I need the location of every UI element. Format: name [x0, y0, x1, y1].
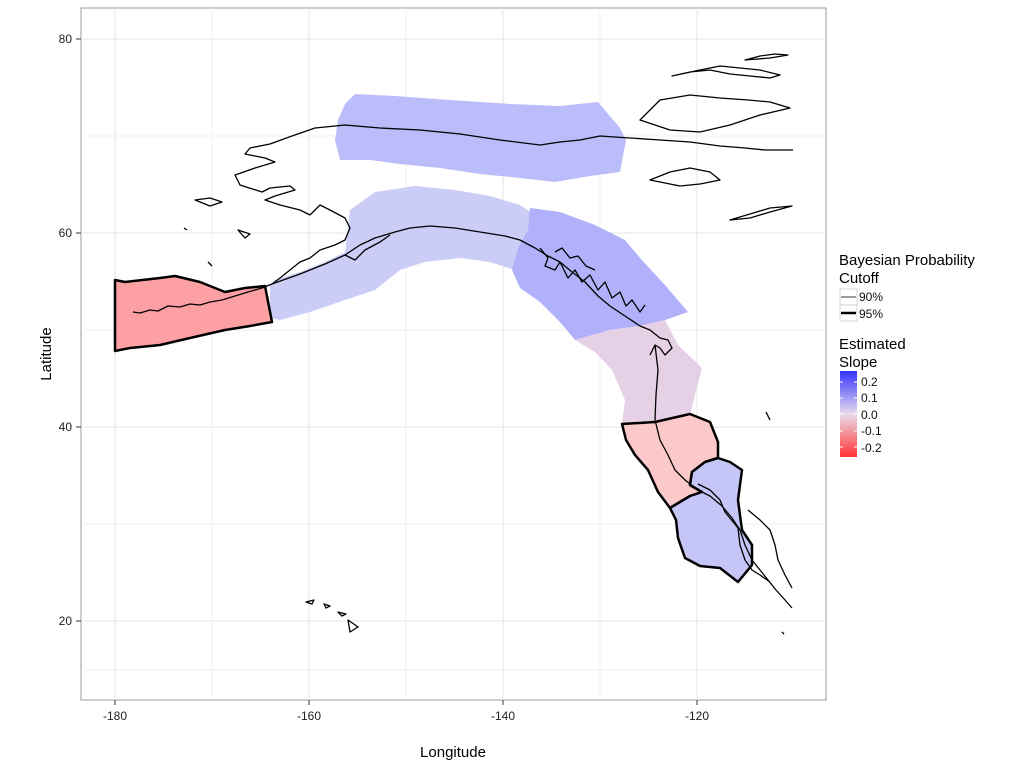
y-tick-label: 60 [59, 226, 73, 240]
y-axis-title: Latitude [38, 327, 55, 380]
y-tick-label: 80 [59, 32, 73, 46]
legend-slope-label: 0.0 [861, 408, 878, 422]
legend-slope-label: -0.1 [861, 424, 882, 438]
region-gulf-of-alaska [270, 186, 535, 320]
legend-slope-title-line1: Estimated [839, 336, 906, 353]
region-arctic-alaska [335, 94, 626, 182]
region-southern-california-baja [668, 456, 754, 584]
legend-slope: Estimated Slope 0.2 0.1 0.0 -0.1 -0.2 [839, 336, 906, 457]
legend-slope-label: 0.1 [861, 391, 878, 405]
x-tick-label: -160 [297, 709, 321, 723]
x-tick-label: -180 [103, 709, 127, 723]
region-pacific-northwest [575, 320, 702, 424]
x-axis-title: Longitude [420, 744, 486, 761]
legend-cutoff-title-line2: Cutoff [839, 270, 880, 287]
y-tick-label: 40 [59, 420, 73, 434]
legend-slope-label: 0.2 [861, 375, 878, 389]
legend-cutoff-title-line1: Bayesian Probability [839, 252, 975, 269]
axis-ticks [76, 38, 698, 705]
y-tick-label: 20 [59, 614, 73, 628]
legend-slope-colorbar [840, 371, 857, 457]
legend-cutoff-label-95: 95% [859, 307, 883, 321]
legend-cutoff: Bayesian Probability Cutoff 90% 95% [839, 252, 975, 322]
x-tick-label: -120 [685, 709, 709, 723]
legend-cutoff-label-90: 90% [859, 290, 883, 304]
region-western-aleutians [113, 274, 274, 353]
legend-slope-label: -0.2 [861, 441, 882, 455]
coastlines [132, 53, 793, 635]
x-tick-label: -140 [491, 709, 515, 723]
legend-slope-title-line2: Slope [839, 354, 877, 371]
